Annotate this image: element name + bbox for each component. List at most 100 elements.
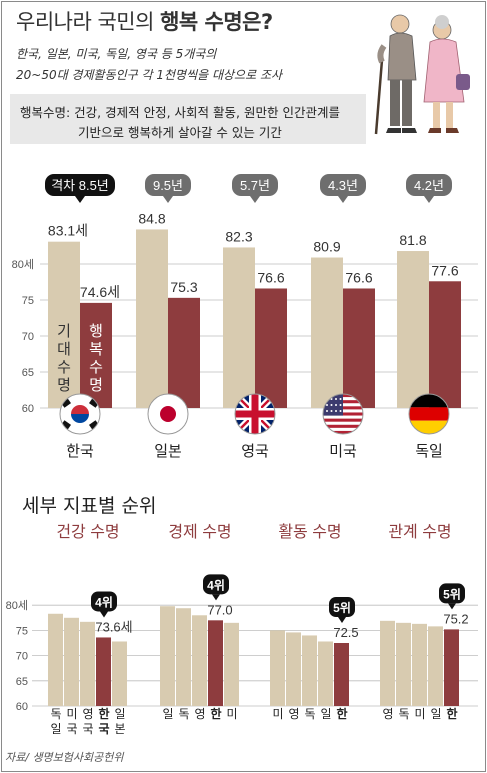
korea-flag-icon-part xyxy=(71,414,89,423)
country-label: 일본 xyxy=(154,443,182,460)
happy-life-bar xyxy=(80,302,112,408)
korea-flag-icon-part xyxy=(89,420,99,430)
main-y-tick-label: 65 xyxy=(22,367,34,379)
detail-category-label: 미 xyxy=(226,707,237,721)
rank-label: 4위 xyxy=(95,595,113,609)
gap-bubble-pointer xyxy=(338,196,348,203)
germany-flag-icon-border xyxy=(408,393,450,435)
highlight-bar xyxy=(208,620,223,706)
detail-y-tick-label: 70 xyxy=(16,651,28,663)
usa-flag-icon-part xyxy=(323,430,363,434)
detail-category-label: 한 xyxy=(210,706,221,721)
series-name-happy-char: 명 xyxy=(89,377,103,394)
life-expectancy-bar xyxy=(397,251,429,408)
happy-life-bar xyxy=(343,288,375,408)
usa-flag-icon-part xyxy=(326,410,328,412)
detail-category-label: 국 xyxy=(98,722,109,736)
detail-category-label: 국 xyxy=(66,722,77,736)
detail-bar xyxy=(224,622,239,706)
title-prefix: 우리나라 국민의 xyxy=(16,10,161,34)
happy-life-label: 74.6세 xyxy=(80,284,120,300)
detail-bar xyxy=(64,617,79,706)
rank-label: 5위 xyxy=(333,601,351,615)
detail-category-label: 일 xyxy=(50,722,61,736)
elderly-woman-icon xyxy=(423,15,470,133)
usa-flag-icon-part xyxy=(323,418,363,422)
uk-flag-icon-border xyxy=(234,393,276,435)
usa-flag-icon-part xyxy=(330,404,333,406)
series-name-life-char: 명 xyxy=(57,377,71,394)
happy-life-bar xyxy=(168,297,200,408)
country-label: 한국 xyxy=(66,443,94,460)
gap-bubble xyxy=(45,174,115,196)
germany-flag-icon xyxy=(409,394,449,434)
gap-bubble-pointer xyxy=(424,196,434,203)
detail-bar xyxy=(192,615,207,706)
usa-flag-icon-border xyxy=(322,393,364,435)
germany-flag-icon-part xyxy=(409,420,449,434)
happy-life-label: 76.6 xyxy=(345,269,372,285)
detail-bar xyxy=(396,622,411,706)
detail-chart-title: 건강 수명 xyxy=(56,523,119,541)
korea-flag-icon xyxy=(60,394,100,434)
highlight-bar xyxy=(334,643,349,706)
subtitle-line-1: 한국, 일본, 미국, 독일, 영국 등 5개국의 xyxy=(16,47,217,61)
detail-y-tick-label: 80세 xyxy=(6,599,28,612)
japan-flag-icon xyxy=(148,394,188,434)
usa-flag-icon-part xyxy=(339,404,342,406)
rank-bubble-pointer xyxy=(212,594,220,601)
highlight-bar xyxy=(96,637,111,706)
detail-category-label: 한 xyxy=(446,706,457,721)
detail-category-label: 영 xyxy=(194,707,205,721)
detail-category-label: 일 xyxy=(430,707,441,721)
rank-bubble xyxy=(439,583,465,604)
uk-flag-icon xyxy=(235,394,275,434)
usa-flag-icon-part xyxy=(339,410,342,412)
elderly-couple-illustration xyxy=(374,14,470,135)
rank-bubble xyxy=(91,591,117,612)
usa-flag-icon-part xyxy=(326,404,328,406)
country-label: 미국 xyxy=(329,443,357,460)
highlight-value-label: 75.2 xyxy=(443,611,468,626)
germany-flag-icon-part xyxy=(409,394,449,408)
detail-category-label: 독 xyxy=(178,707,189,721)
highlight-bar xyxy=(444,629,459,706)
main-y-tick-label: 75 xyxy=(22,295,34,307)
usa-flag-icon-part xyxy=(335,410,337,412)
detail-category-label: 독 xyxy=(50,707,61,721)
highlight-value-label: 77.0 xyxy=(207,602,232,617)
uk-flag-icon-part xyxy=(235,410,275,418)
detail-category-label: 본 xyxy=(114,722,125,736)
happy-life-label: 76.6 xyxy=(257,269,284,285)
rank-bubble-pointer xyxy=(100,611,108,618)
detail-category-label: 독 xyxy=(304,707,315,721)
korea-flag-icon-part xyxy=(61,420,71,430)
detail-bar xyxy=(428,626,443,706)
detail-y-tick-label: 75 xyxy=(16,625,28,637)
detail-bar xyxy=(318,641,333,706)
highlight-value-label: 72.5 xyxy=(333,625,358,640)
gap-bubble xyxy=(320,174,366,196)
detail-bar xyxy=(412,623,427,706)
detail-y-tick-label: 60 xyxy=(16,701,28,713)
gap-label: 5.7년 xyxy=(240,178,270,193)
gap-bubble xyxy=(232,174,278,196)
gap-bubble-pointer xyxy=(250,196,260,203)
detail-category-label: 영 xyxy=(382,707,393,721)
detail-bar xyxy=(160,606,175,706)
detail-bar xyxy=(380,620,395,706)
rank-bubble xyxy=(203,574,229,595)
series-name-happy-char: 수 xyxy=(89,359,103,376)
main-y-tick-label: 80세 xyxy=(12,258,34,271)
detail-category-label: 한 xyxy=(98,706,109,721)
happy-life-label: 75.3 xyxy=(170,279,197,295)
happy-life-label: 77.6 xyxy=(431,262,458,278)
source-note: 자료/ 생명보험사회공헌위 xyxy=(5,751,124,764)
definition-line-1: 행복수명: 건강, 경제적 안정, 사회적 활동, 원만한 인간관계를 xyxy=(20,105,340,120)
gap-label: 4.3년 xyxy=(328,178,358,193)
happy-life-bar xyxy=(255,288,287,408)
definition-line-2: 기반으로 행복하게 살아갈 수 있는 기간 xyxy=(78,125,282,140)
title-bold: 행복 수명은? xyxy=(160,10,273,34)
series-name-life-char: 수 xyxy=(57,359,71,376)
gap-label: 9.5년 xyxy=(153,178,183,193)
